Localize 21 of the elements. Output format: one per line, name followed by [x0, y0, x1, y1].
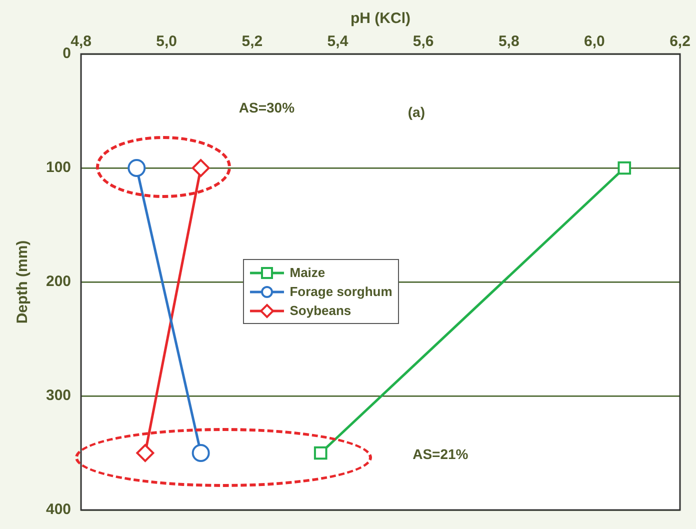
x-tick-label: 5,2: [242, 33, 263, 50]
x-tick-label: 5,8: [498, 33, 520, 50]
legend-label: Soybeans: [290, 303, 352, 318]
y-tick-label: 300: [46, 387, 72, 404]
x-axis-title: pH (KCl): [350, 10, 411, 28]
x-tick-label: 5,0: [156, 33, 178, 50]
y-axis-title: Depth (mm): [14, 240, 32, 324]
x-tick-label: 5,4: [327, 33, 349, 50]
legend-label: Forage sorghum: [290, 284, 392, 300]
annotation: AS=30%: [238, 100, 296, 116]
x-tick-label: 4,8: [70, 33, 92, 50]
y-tick-label: 400: [46, 501, 72, 518]
x-tick-label: 5,6: [412, 33, 434, 50]
annotation: AS=21%: [412, 446, 469, 462]
x-tick-label: 6,2: [670, 33, 690, 50]
x-tick-label: 6,0: [584, 33, 605, 50]
y-tick-label: 0: [62, 45, 72, 62]
y-tick-label: 100: [46, 159, 72, 176]
legend-label: Maize: [290, 265, 326, 280]
annotation: (a): [408, 104, 426, 120]
y-tick-label: 200: [46, 273, 72, 290]
